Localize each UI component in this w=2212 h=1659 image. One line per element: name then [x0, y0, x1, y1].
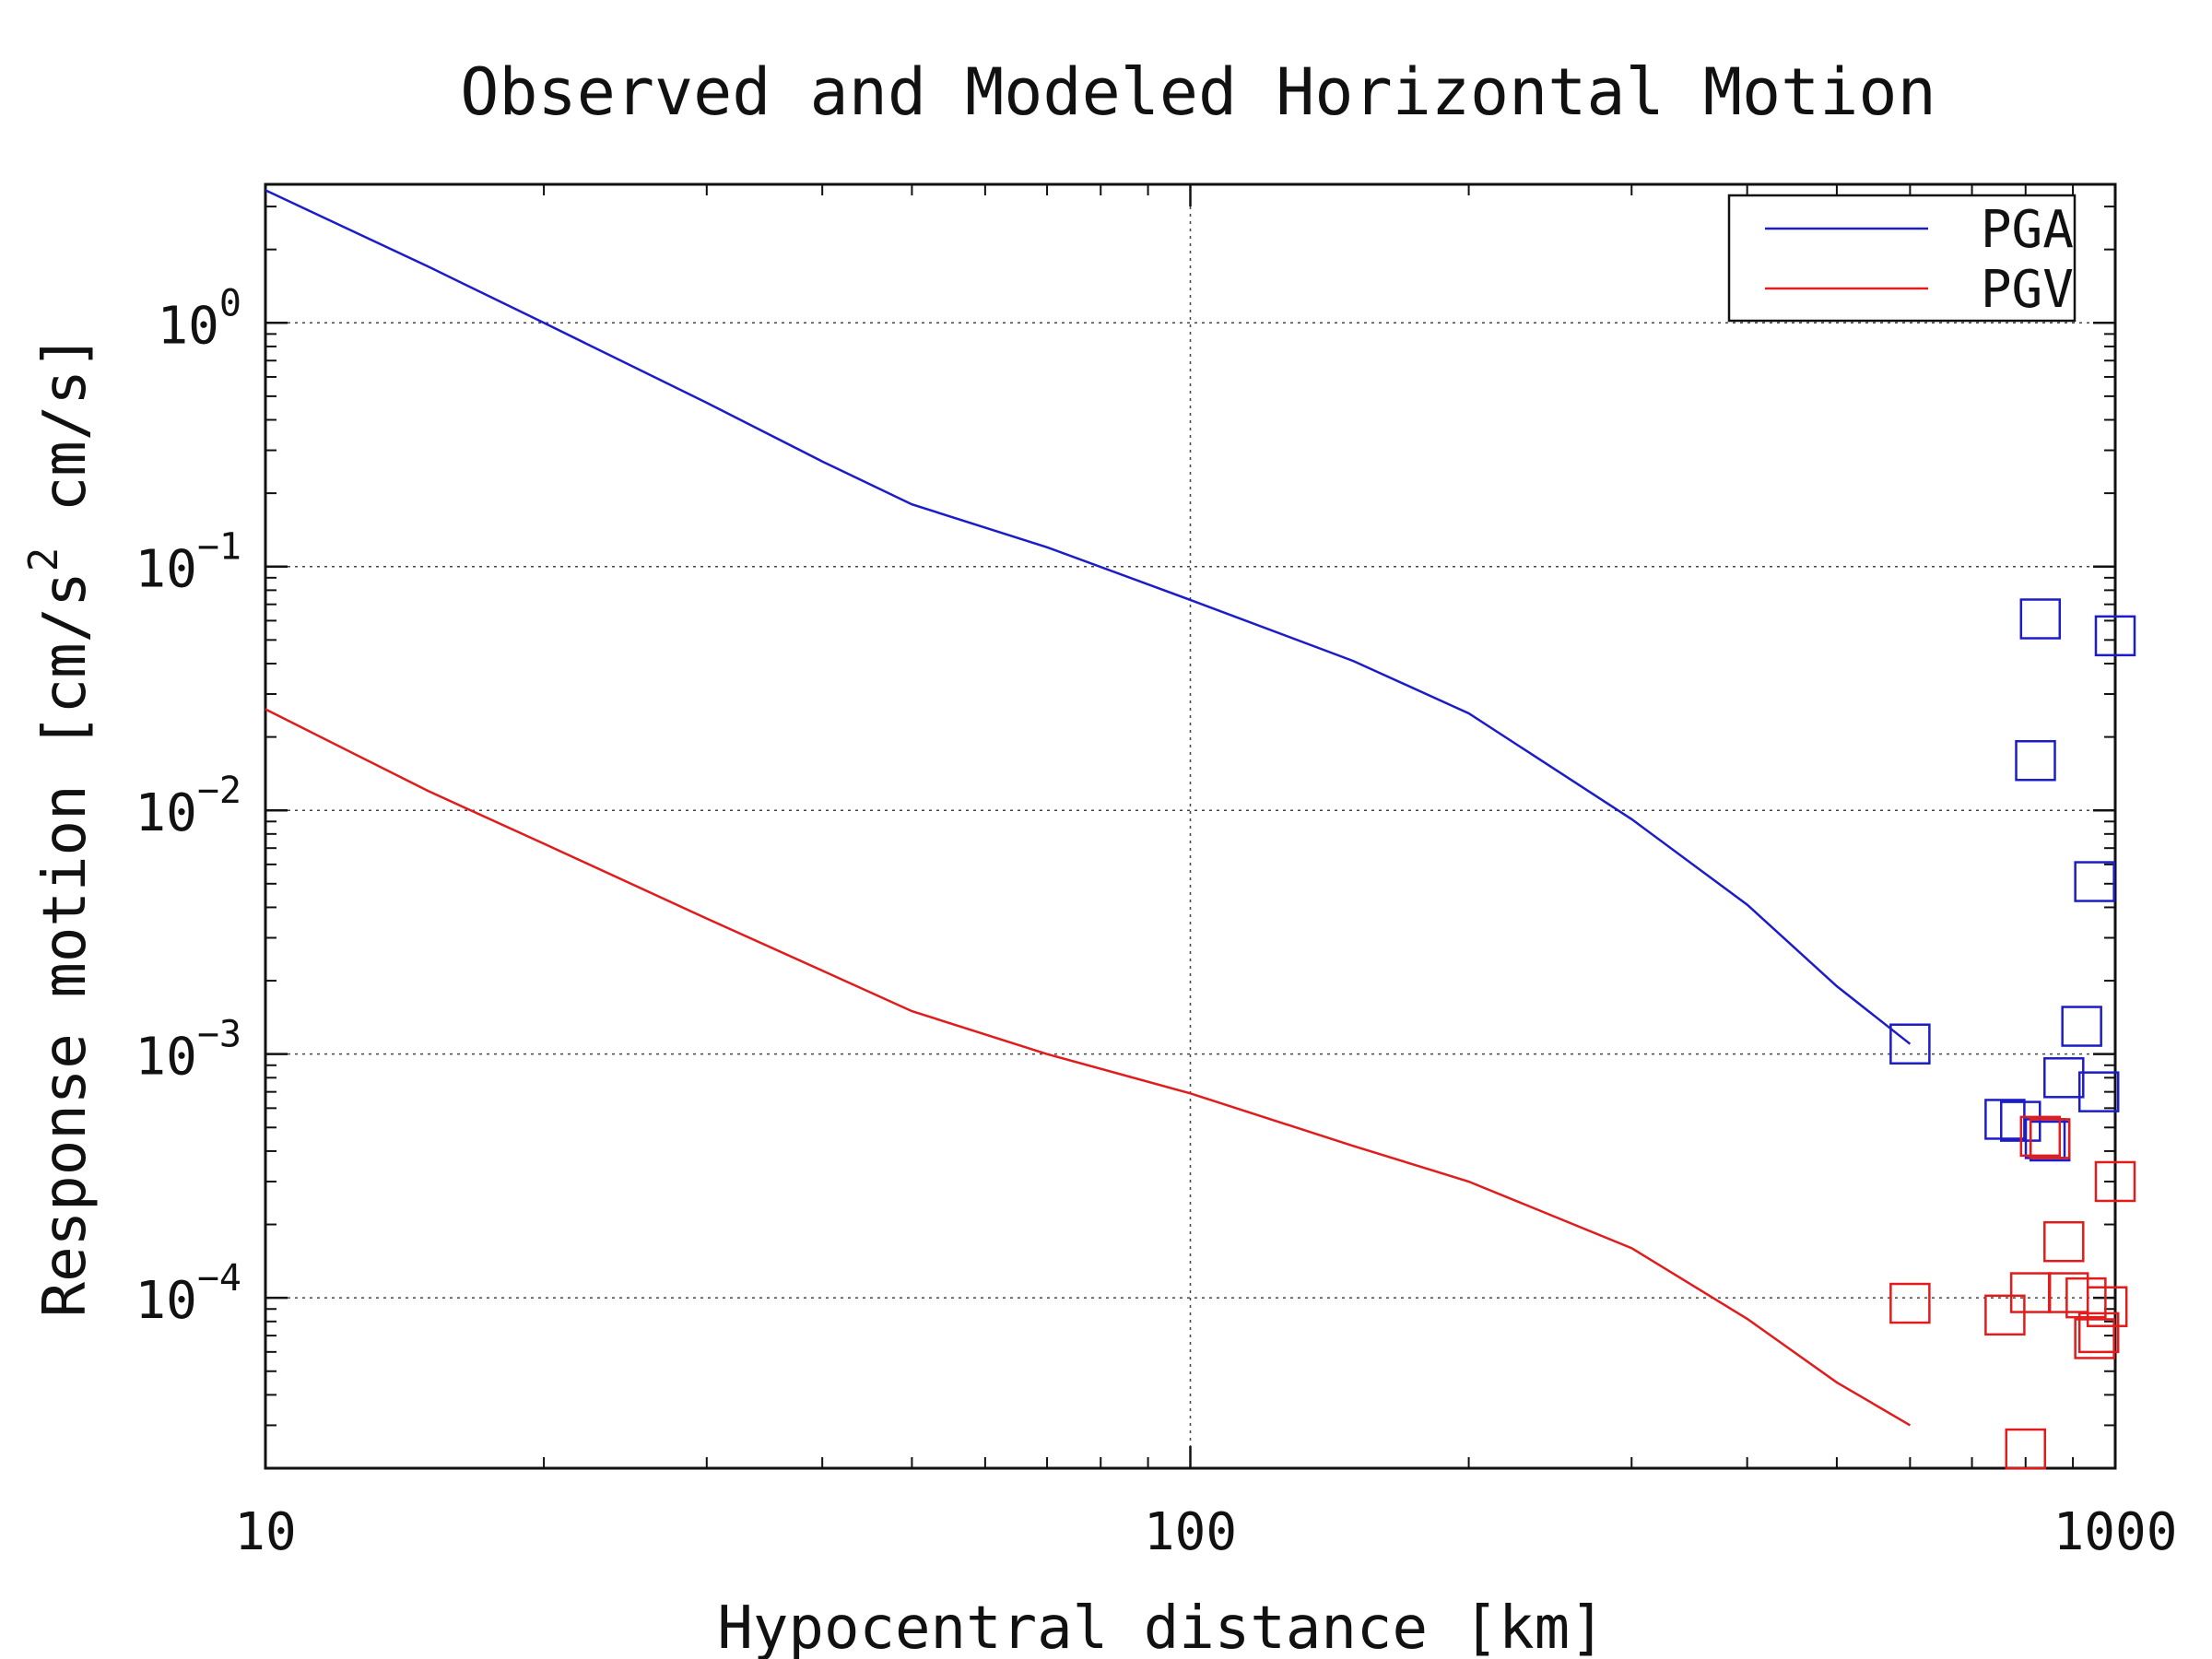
observed-point-pga	[1889, 1023, 1931, 1065]
legend-box	[1727, 194, 2077, 323]
y-tick-label: 10−2	[135, 770, 241, 843]
observed-point-pga	[2043, 1057, 2085, 1099]
grid	[265, 184, 2115, 1468]
y-axis-label-suffix: cm/s]	[31, 335, 100, 547]
observed-point-pgv	[2065, 1277, 2107, 1319]
legend-label-pgv: PGV	[1981, 260, 2074, 320]
observed-point-pga	[2061, 1006, 2102, 1047]
observed-point-pgv	[1889, 1282, 1931, 1324]
observed-point-pgv	[2029, 1118, 2071, 1159]
observed-point-pgv	[2043, 1220, 2085, 1263]
y-tick-label: 100	[157, 282, 241, 356]
y-tick-base: 10	[135, 783, 196, 843]
x-tick-label: 100	[1144, 1502, 1237, 1562]
legend-label-pga: PGA	[1981, 200, 2074, 260]
observed-point-pga	[2019, 598, 2062, 640]
y-tick-base: 10	[157, 296, 218, 356]
y-tick-label: 10−4	[135, 1257, 241, 1331]
observed-point-pga	[2094, 615, 2136, 657]
x-tick-label: 10	[234, 1502, 296, 1562]
observed-point-pga	[1984, 1099, 2026, 1140]
series-line-pgv	[265, 708, 1912, 1427]
observed-point-pgv	[2094, 1160, 2136, 1203]
observed-point-pgv	[2074, 1318, 2115, 1359]
observed-point-pgv	[2005, 1428, 2047, 1470]
x-tick-labels: 10 100 1000	[234, 1502, 2177, 1562]
y-tick-base: 10	[135, 1271, 196, 1331]
y-tick-base: 10	[135, 1028, 196, 1088]
y-tick-exponent: −2	[197, 770, 241, 812]
series-layer	[265, 189, 2136, 1470]
plot-frame	[264, 182, 2117, 1470]
y-tick-label: 10−3	[135, 1014, 241, 1088]
observed-point-pga	[2077, 1071, 2120, 1112]
observed-point-pgv	[1984, 1294, 2026, 1336]
y-axis-label: Response motion [cm/s2 cm/s]	[20, 335, 100, 1318]
x-axis-label: Hypocentral distance [km]	[717, 1594, 1605, 1659]
observed-point-pgv	[2077, 1312, 2120, 1354]
y-tick-exponent: −3	[197, 1014, 241, 1056]
y-tick-base: 10	[135, 540, 196, 600]
y-tick-exponent: −1	[197, 526, 241, 569]
legend: PGA PGV	[1727, 194, 2077, 323]
observed-point-pga	[2074, 861, 2115, 902]
x-tick-label: 1000	[2053, 1502, 2178, 1562]
y-axis-label-superscript: 2	[20, 547, 67, 572]
series-line-pga	[265, 189, 1912, 1045]
observed-point-pgv	[2086, 1286, 2128, 1327]
chart-title: Observed and Modeled Horizontal Motion	[460, 54, 1936, 130]
observed-point-pga	[2015, 739, 2056, 782]
y-axis-label-main: Response motion [cm/s	[31, 571, 100, 1317]
y-tick-exponent: −4	[197, 1257, 241, 1300]
observed-point-pgv	[2019, 1115, 2062, 1158]
y-tick-exponent: 0	[219, 282, 241, 324]
y-tick-label: 10−1	[135, 526, 241, 600]
